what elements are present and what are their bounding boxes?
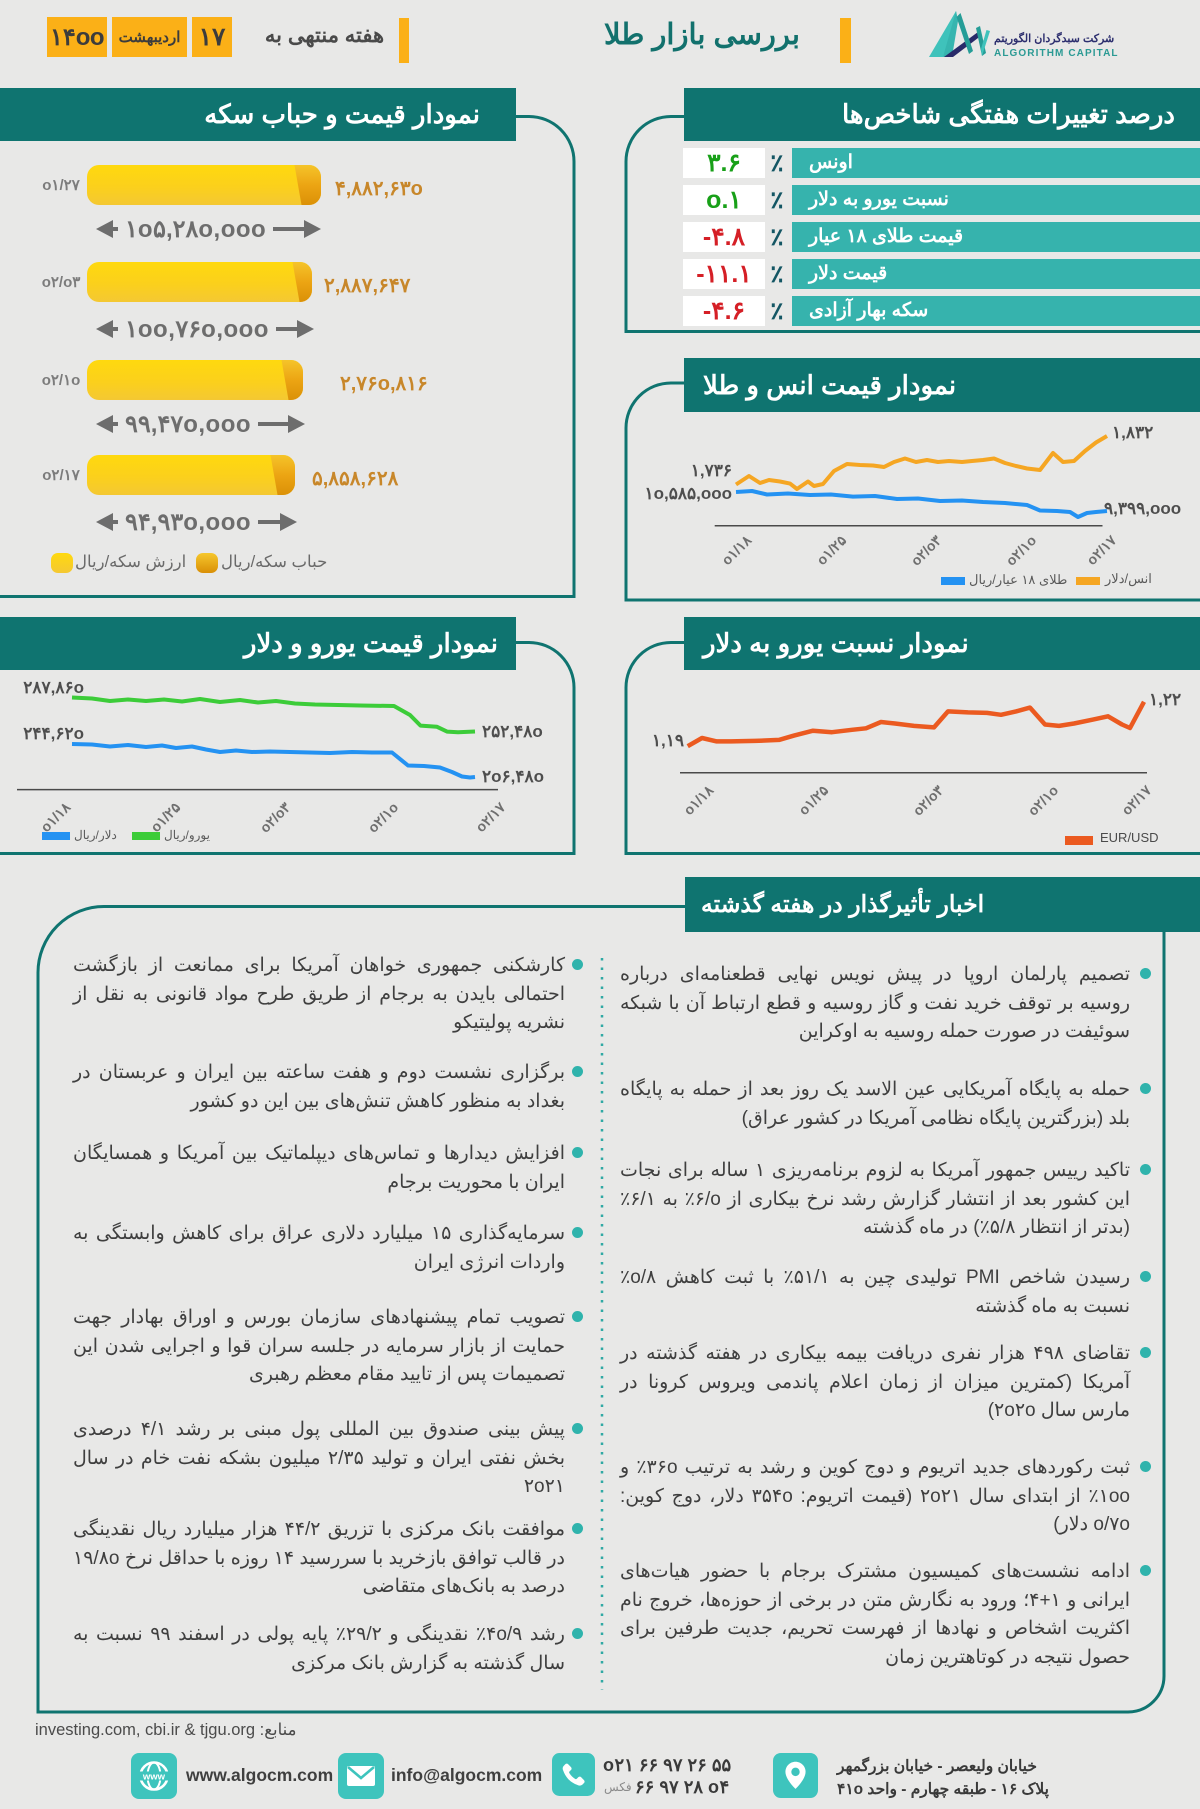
svg-text:www: www (142, 1772, 166, 1783)
